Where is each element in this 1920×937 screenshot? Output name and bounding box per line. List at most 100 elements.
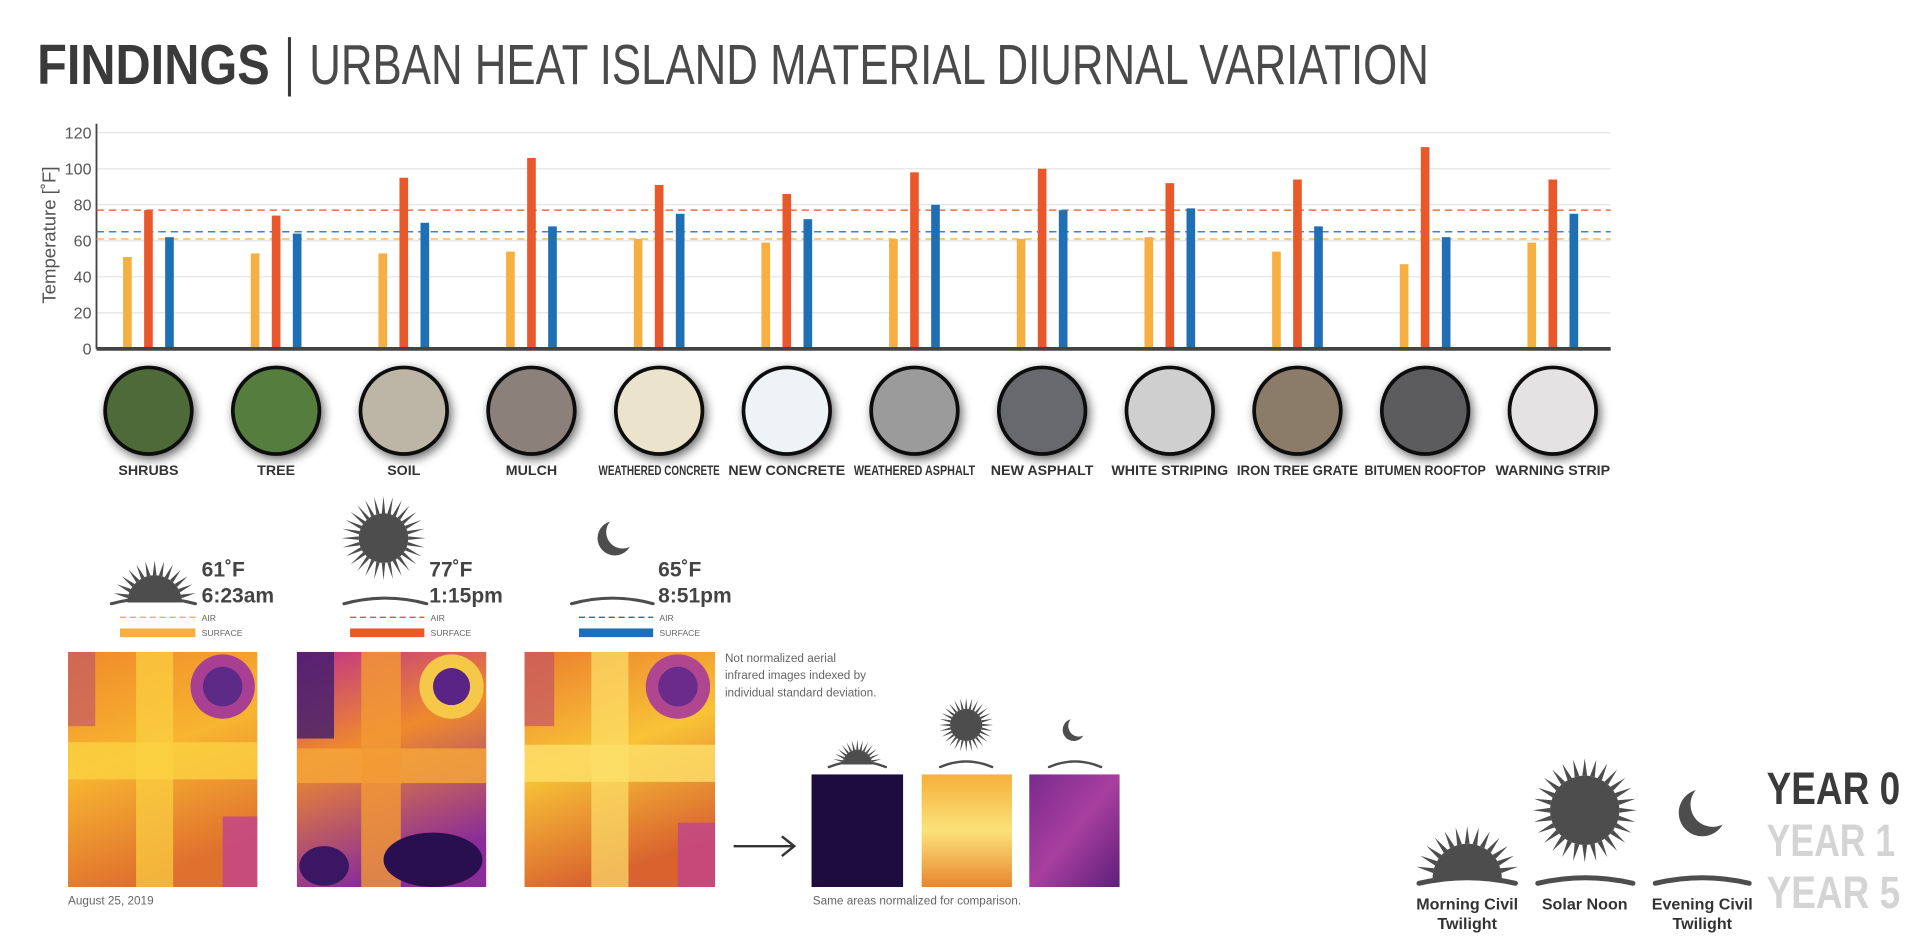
note-line: infrared images indexed by — [725, 669, 866, 682]
normalized-image — [811, 774, 904, 888]
sun-ray — [972, 738, 978, 750]
sun-ray — [164, 564, 173, 579]
surface-swatch — [119, 628, 196, 638]
bar — [1272, 251, 1281, 349]
y-tick-label: 120 — [65, 124, 92, 142]
sun-ray — [846, 742, 852, 752]
sun-ray — [180, 593, 196, 599]
bar — [1293, 179, 1302, 349]
year-tab[interactable]: YEAR 1 — [1767, 815, 1896, 866]
bar — [1058, 210, 1068, 349]
sun-ray — [981, 727, 993, 731]
sun-ray — [975, 736, 984, 747]
horizon — [1535, 875, 1636, 886]
bar — [910, 172, 919, 349]
sun-ray — [374, 561, 380, 580]
sun-ray — [980, 730, 991, 737]
time-label: 6:23am — [202, 584, 274, 607]
sun-ray — [1590, 759, 1597, 778]
y-tick-label: 80 — [74, 196, 92, 214]
sun-ray — [408, 536, 426, 540]
x-tick-label: WHITE STRIPING — [1111, 463, 1228, 479]
subtitle: URBAN HEAT ISLAND MATERIAL DIURNAL VARIA… — [309, 33, 1429, 97]
sun-ray — [1472, 827, 1479, 846]
sun-ray — [1617, 815, 1636, 822]
condition-icons — [109, 496, 1752, 886]
surface-swatch — [578, 628, 654, 638]
bar — [271, 215, 281, 349]
sun-ray — [1416, 866, 1435, 874]
phase-label: Morning Civil — [1416, 895, 1518, 913]
surface-legend: SURFACE — [202, 628, 243, 638]
sun-ray — [1486, 837, 1500, 853]
sun-ray — [397, 505, 410, 520]
material-photo — [613, 365, 705, 456]
year-tab[interactable]: YEAR 5 — [1767, 867, 1901, 918]
bar — [1548, 179, 1558, 349]
sun-ray — [837, 749, 847, 757]
sun-ray — [868, 749, 877, 757]
sun-ray — [870, 753, 880, 760]
sun-disc — [358, 513, 409, 563]
sun-ray — [357, 505, 370, 520]
horizon — [569, 596, 655, 606]
sun-ray — [342, 541, 360, 548]
bar — [548, 226, 557, 349]
sun-ray — [944, 707, 955, 716]
material-photo — [1507, 365, 1598, 456]
x-tick-label: WEATHERED CONCRETE — [599, 463, 720, 479]
sun-ray — [1619, 807, 1637, 813]
moon-cut — [606, 515, 640, 549]
sun-ray — [357, 556, 370, 572]
year-tab[interactable]: YEAR 0 — [1767, 763, 1901, 814]
sun-ray — [1582, 758, 1588, 776]
sun-ray — [404, 547, 422, 557]
bar — [654, 184, 664, 349]
sun-ray — [871, 759, 882, 763]
x-tick-label: NEW CONCRETE — [728, 463, 845, 479]
bar — [889, 238, 898, 349]
y-tick-label: 0 — [83, 340, 92, 358]
x-tick-label: IRON TREE GRATE — [1237, 463, 1358, 479]
sun-ray — [975, 703, 984, 714]
sun-ray — [1597, 763, 1608, 781]
time-label: 1:15pm — [429, 584, 503, 607]
sun-ray — [407, 528, 425, 535]
sun-ray — [170, 569, 181, 583]
material-photo — [230, 365, 322, 456]
air-temp-label: 61˚F — [202, 558, 245, 581]
x-tick-label: WARNING STRIP — [1496, 463, 1611, 479]
sun-ray — [350, 511, 366, 525]
normalized-image — [921, 774, 1012, 888]
thermal-image — [524, 651, 716, 888]
sun-ray — [374, 497, 380, 515]
sun-ray — [1455, 827, 1462, 846]
surface-legend: SURFACE — [659, 628, 700, 638]
sun-ray — [944, 734, 955, 742]
sun-ray — [1590, 843, 1597, 861]
sun-ray — [407, 541, 425, 548]
y-tick-label: 20 — [74, 304, 92, 322]
sun-ray — [965, 740, 968, 753]
bar — [1420, 147, 1430, 349]
bar — [782, 193, 792, 349]
air-legend: AIR — [202, 613, 216, 623]
sun-ray — [1464, 826, 1470, 844]
sun-ray — [365, 559, 375, 577]
sun-ray — [982, 723, 994, 727]
air-temp-label: 77˚F — [429, 558, 472, 581]
sun-ray — [939, 718, 951, 723]
sun-ray — [158, 561, 164, 577]
sun-ray — [145, 561, 151, 577]
sun-disc — [1550, 775, 1620, 845]
bar — [1314, 226, 1323, 349]
material-photo — [1252, 365, 1343, 456]
sun-ray — [345, 519, 363, 529]
bar — [675, 213, 685, 349]
time-label: 8:51pm — [658, 584, 732, 607]
phase-label: Solar Noon — [1542, 895, 1628, 913]
sun-ray — [381, 496, 386, 514]
bar — [633, 238, 643, 349]
horizon — [1652, 875, 1752, 886]
material-photo — [103, 365, 194, 456]
